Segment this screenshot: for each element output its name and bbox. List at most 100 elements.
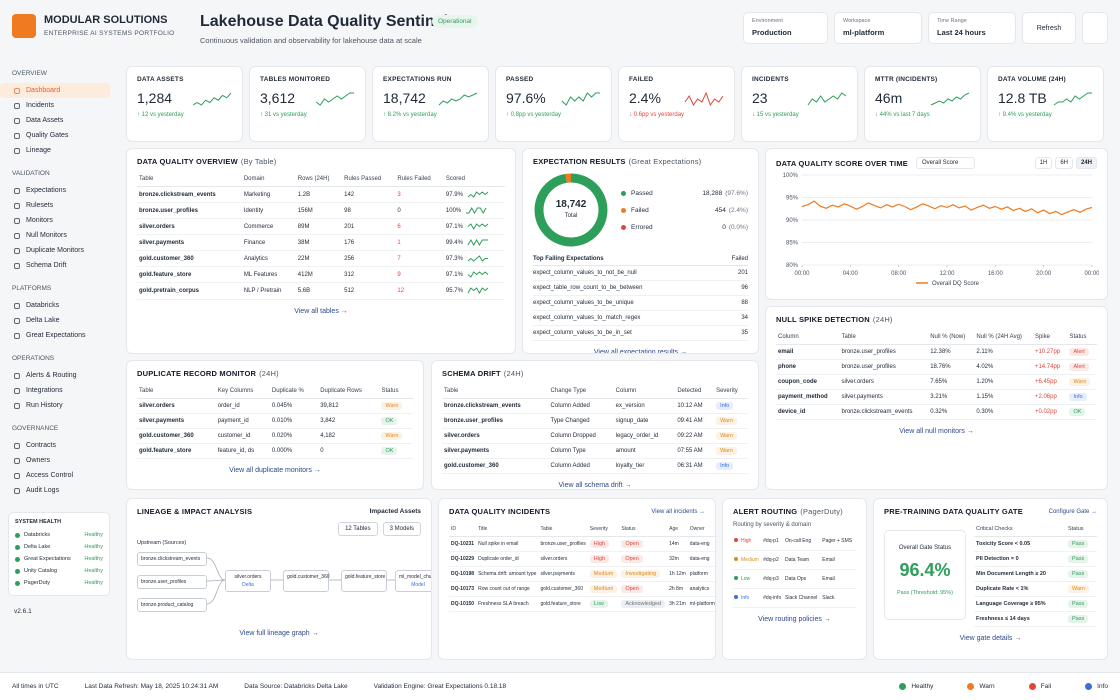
table-cell: data-eng: [687, 551, 715, 567]
table-row: Freshness ≤ 14 days Pass: [974, 611, 1097, 627]
table-cell: Warn: [714, 413, 748, 429]
nav-label: Duplicate Monitors: [26, 247, 84, 254]
nav-item[interactable]: Duplicate Monitors: [0, 243, 110, 258]
nav-item[interactable]: Lineage: [0, 143, 110, 158]
kpi-sparkline: [684, 92, 724, 106]
table-cell: data-eng: [687, 536, 715, 552]
refresh-button[interactable]: Refresh: [1022, 12, 1076, 44]
panel-header: DATA QUALITY OVERVIEW (By Table): [137, 157, 505, 166]
filter-dropdown[interactable]: Workspace ml-platform: [834, 12, 922, 44]
view-link[interactable]: View all incidents →: [651, 508, 705, 515]
table-cell: DQ-10231: [449, 536, 477, 552]
nav-item[interactable]: Incidents: [0, 98, 110, 113]
view-link[interactable]: View all null monitors →: [899, 428, 974, 435]
nav-icon: [14, 187, 20, 194]
nav-item[interactable]: Run History: [0, 398, 110, 413]
table-cell: Finance: [241, 234, 296, 252]
status-badge: Pass: [1067, 615, 1089, 623]
view-link[interactable]: View routing policies →: [758, 616, 831, 623]
nav-item[interactable]: Integrations: [0, 383, 110, 398]
view-link[interactable]: View all duplicate monitors →: [229, 467, 321, 474]
table-row: phone bronze.user_profiles 18.76% 4.02% +14.…: [776, 359, 1097, 375]
nav-item[interactable]: Dashboard: [0, 83, 110, 98]
kpi-sparkline: [930, 92, 970, 106]
severity-dot: [734, 576, 738, 580]
column-header: ID: [449, 522, 477, 537]
range-button[interactable]: 6H: [1055, 157, 1073, 169]
cell-text: ex_version: [615, 403, 645, 409]
status-badge: Info: [1069, 393, 1087, 401]
range-button[interactable]: 1H: [1034, 157, 1053, 169]
nav-item[interactable]: Schema Drift: [0, 258, 110, 273]
legend-value: 18,288: [702, 189, 723, 197]
table-cell: 97.9%: [443, 186, 505, 204]
table-cell: Warn: [714, 443, 748, 459]
cell-text: DQ-10229: [451, 556, 475, 562]
column-header: Table: [538, 522, 588, 537]
table-cell: +6.45pp: [1032, 374, 1068, 390]
column-header: Domain: [241, 172, 296, 187]
cell-text: bronze.clickstream_events: [841, 409, 913, 415]
kpi-delta: ↑ 8.2% vs yesterday: [383, 112, 437, 118]
expectation-name: expect_column_values_to_not_be_null: [533, 270, 637, 276]
table-cell: gold.pretrain_corpus: [137, 282, 242, 300]
nav-label: Lineage: [26, 147, 51, 154]
table-cell: 22M: [295, 250, 343, 268]
status-badge: Medium: [589, 585, 618, 593]
nav-item[interactable]: Access Control: [0, 468, 110, 483]
kpi-value: 3,612: [260, 90, 296, 106]
cell-text: ML Features: [243, 271, 278, 278]
metric-dropdown[interactable]: Overall Score: [916, 157, 976, 169]
nav-item[interactable]: Audit Logs: [0, 483, 110, 498]
table-cell: feature_id, ds: [215, 443, 270, 459]
table-cell: Duplicate Rate < 1%: [974, 581, 1066, 597]
view-link[interactable]: View all expectation results →: [593, 349, 688, 354]
health-row: Databricks Healthy: [15, 529, 103, 541]
view-link[interactable]: View gate details →: [959, 635, 1022, 642]
cell-text: 201: [344, 223, 355, 230]
filter-dropdown[interactable]: Environment Production: [743, 12, 828, 44]
table-cell: gold.feature_store: [137, 443, 216, 459]
health-label: Databricks: [24, 532, 50, 538]
top-failing-row: expect_column_values_to_not_be_null 201: [533, 266, 748, 281]
x-tick-label: 16:00: [988, 271, 1004, 277]
lineage-node: gold.feature_store: [341, 570, 387, 592]
panel-title: PRE-TRAINING DATA QUALITY GATE: [884, 507, 1023, 516]
table-cell: 5.6B: [295, 282, 343, 300]
kpi-sparkline: [807, 92, 847, 106]
cell-text: 95.7%: [445, 288, 463, 295]
nav-item[interactable]: Delta Lake: [0, 313, 110, 328]
nav-item[interactable]: Alerts & Routing: [0, 368, 110, 383]
settings-button[interactable]: [1082, 12, 1108, 44]
table-cell: +10.27pp: [1032, 344, 1068, 360]
nav-item[interactable]: Databricks: [0, 298, 110, 313]
nav-item[interactable]: Great Expectations: [0, 328, 110, 343]
kpi-card: EXPECTATIONS RUN 18,742 ↑ 8.2% vs yesterda…: [372, 66, 489, 142]
cell-text: 12.38%: [930, 349, 951, 355]
nav-item[interactable]: Null Monitors: [0, 228, 110, 243]
routing-text: #dq-p3: [763, 576, 779, 582]
view-link[interactable]: View all tables →: [294, 307, 348, 315]
data-table: Table Change Type Column Detected Severity br…: [442, 384, 748, 474]
nav-icon: [14, 87, 20, 94]
sparkline: [1053, 92, 1092, 106]
nav-item[interactable]: Owners: [0, 453, 110, 468]
nav-item[interactable]: Rulesets: [0, 198, 110, 213]
configure-link[interactable]: Configure Gate →: [1048, 508, 1097, 515]
nav-item[interactable]: Data Assets: [0, 113, 110, 128]
column-header: Owner: [687, 522, 715, 537]
nav-icon: [14, 332, 20, 339]
nav-item[interactable]: Quality Gates: [0, 128, 110, 143]
panel-subtitle: (By Table): [240, 157, 277, 166]
nav-item[interactable]: Contracts: [0, 438, 110, 453]
view-link[interactable]: View all schema drift →: [558, 482, 632, 489]
filter-dropdown[interactable]: Time Range Last 24 hours: [928, 12, 1016, 44]
table-row: DQ-10229 Duplicate order_id silver.orders H…: [449, 551, 715, 567]
nav-section-title: PLATFORMS: [12, 285, 52, 292]
kpi-value: 1,284: [137, 90, 173, 106]
range-button[interactable]: 24H: [1075, 157, 1097, 169]
nav-item[interactable]: Expectations: [0, 183, 110, 198]
source-node: bronze.product_catalog: [137, 598, 207, 612]
nav-item[interactable]: Monitors: [0, 213, 110, 228]
view-link[interactable]: View full lineage graph →: [239, 630, 319, 637]
